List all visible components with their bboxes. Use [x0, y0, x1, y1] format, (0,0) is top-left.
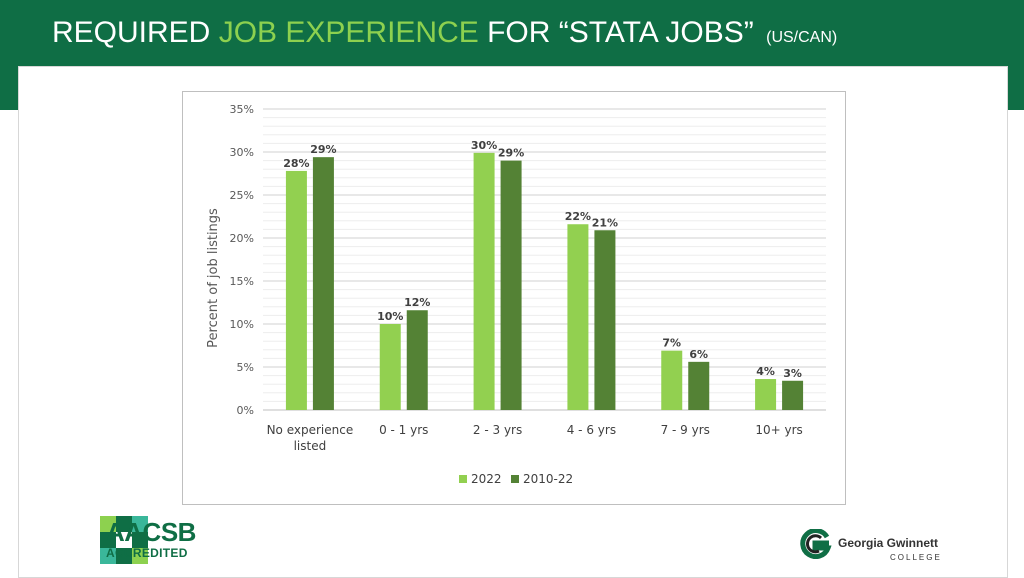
bar-2010-22-4	[688, 361, 710, 410]
title-accent: JOB EXPERIENCE	[218, 16, 479, 49]
bar-2010-22-2	[500, 160, 522, 410]
bar-2022-0	[285, 170, 307, 410]
y-tick-label: 20%	[230, 232, 254, 245]
data-label: 21%	[592, 216, 618, 229]
data-label: 4%	[756, 365, 775, 378]
bar-2010-22-0	[312, 157, 334, 410]
aacsb-sub: ACCREDITED	[106, 546, 188, 560]
ggc-name: Georgia Gwinnett	[838, 536, 939, 550]
x-tick-label: 10+ yrs	[755, 423, 802, 437]
legend: 2022 2010-22	[459, 472, 573, 486]
data-label: 30%	[471, 139, 497, 152]
ggc-logo-icon	[800, 529, 832, 559]
data-label: 7%	[662, 337, 681, 350]
legend-label: 2010-22	[523, 472, 573, 486]
legend-label: 2022	[471, 472, 502, 486]
x-tick-label: listed	[294, 439, 327, 453]
x-tick-label: 7 - 9 yrs	[661, 423, 710, 437]
data-label: 22%	[565, 210, 591, 223]
x-tick-label: 4 - 6 yrs	[567, 423, 616, 437]
y-tick-label: 35%	[230, 103, 254, 116]
x-tick-label: 0 - 1 yrs	[379, 423, 428, 437]
data-label: 29%	[310, 143, 336, 156]
data-label: 28%	[283, 157, 309, 170]
bar-2022-1	[379, 324, 401, 410]
y-tick-label: 10%	[230, 318, 254, 331]
aacsb-wordmark: AACSB ACCREDITED	[106, 519, 196, 559]
x-tick-label: No experience	[267, 423, 354, 437]
y-tick-label: 0%	[237, 404, 254, 417]
bar-chart: 0%5%10%15%20%25%30%35% 28%29%10%12%30%29…	[206, 103, 826, 486]
gridlines	[263, 108, 826, 411]
ggc-sub: COLLEGE	[890, 553, 942, 562]
bar-2022-5	[755, 379, 777, 410]
data-label: 29%	[498, 147, 524, 160]
x-tick-label: 2 - 3 yrs	[473, 423, 522, 437]
bar-2022-4	[661, 350, 683, 410]
aacsb-logo-icon	[100, 516, 148, 564]
chart-container: 0% 5% 10% 15% 20% 25% 30% 35% 28% 29% 10% 12% 30% 29…	[182, 91, 846, 505]
bar-2010-22-3	[594, 230, 616, 410]
bar-2010-22-1	[406, 310, 428, 410]
y-axis-label: Percent of job listings	[206, 208, 221, 348]
aacsb-name: AACSB	[106, 517, 196, 547]
ggc-wordmark: Georgia Gwinnett COLLEGE	[838, 536, 942, 562]
legend-swatch	[459, 475, 467, 483]
slide-title: REQUIRED JOB EXPERIENCE FOR “STATA JOBS”…	[52, 16, 837, 50]
bars	[285, 152, 804, 411]
x-axis-ticks: No experience listed 0 - 1 yrs 2 - 3 yrs 4 -…	[267, 423, 803, 453]
bar-2010-22-5	[782, 380, 804, 410]
title-part-2: FOR “STATA JOBS”	[478, 16, 754, 49]
bar-2022-3	[567, 224, 589, 410]
data-label: 3%	[783, 367, 802, 380]
data-label: 6%	[689, 348, 708, 361]
y-tick-label: 15%	[230, 275, 254, 288]
title-part-1: REQUIRED	[52, 16, 219, 49]
legend-swatch	[511, 475, 519, 483]
bar-2022-2	[473, 152, 495, 411]
y-tick-label: 30%	[230, 146, 254, 159]
y-axis-ticks: 0% 5% 10% 15% 20% 25% 30% 35%	[230, 103, 254, 417]
y-tick-label: 25%	[230, 189, 254, 202]
title-region: (US/CAN)	[766, 29, 838, 46]
data-label: 10%	[377, 310, 403, 323]
data-labels: 28%29%10%12%30%29%22% 21%7%6%4% 3%	[283, 139, 802, 380]
data-label: 12%	[404, 296, 430, 309]
y-tick-label: 5%	[237, 361, 254, 374]
